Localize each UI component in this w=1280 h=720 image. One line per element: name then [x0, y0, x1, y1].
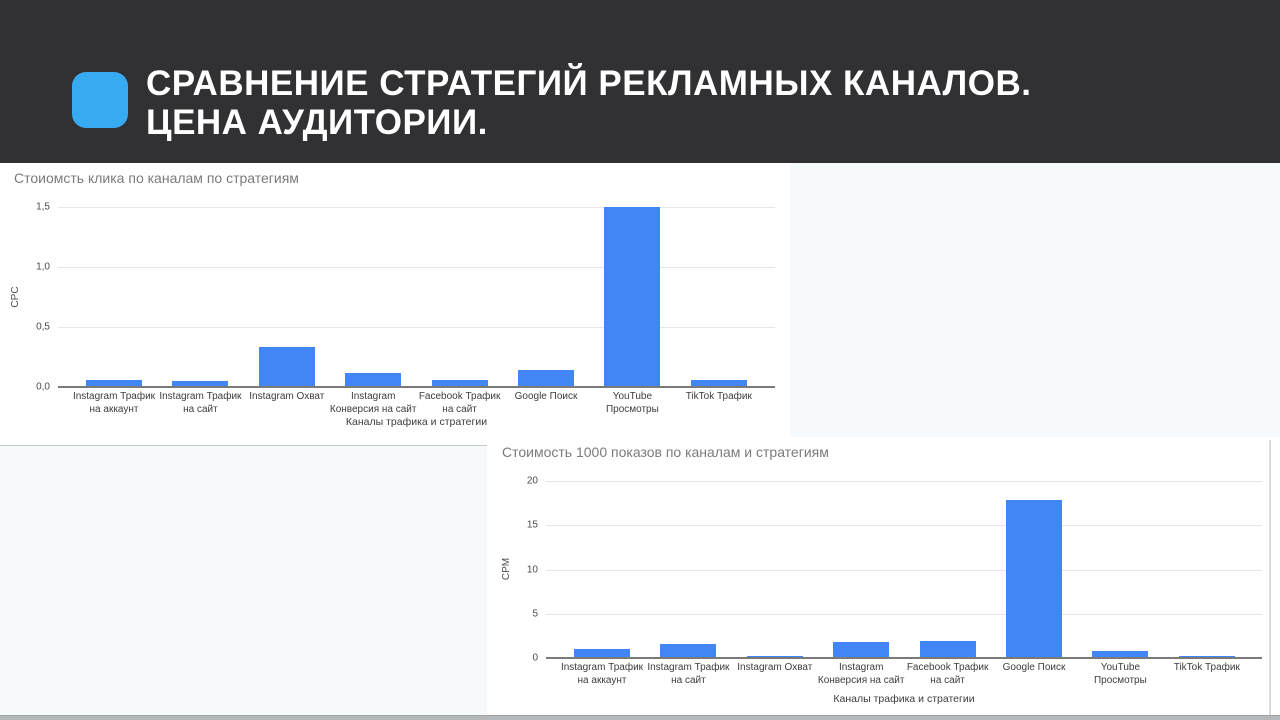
- x-category-label: Instagram Конверсия на сайт: [817, 662, 905, 686]
- y-tick-label: 0: [532, 652, 538, 664]
- bar: [258, 347, 315, 387]
- y-tick-label: 20: [526, 475, 538, 487]
- gridline: [546, 525, 1262, 527]
- bottom-edge-strip: [0, 715, 1280, 720]
- bar: [345, 372, 402, 387]
- x-category-label: TikTok Трафик: [685, 391, 752, 402]
- gridline: [58, 327, 775, 328]
- slide-title-line2: ЦЕНА АУДИТОРИИ.: [146, 103, 488, 142]
- axis-baseline: [58, 386, 775, 388]
- x-category-label: Instagram Охват: [249, 391, 325, 402]
- bar: [518, 370, 574, 387]
- vertical-divider-line: [1269, 440, 1271, 715]
- y-tick-label: 15: [526, 519, 538, 531]
- x-category-label: YouTube Просмотры: [605, 391, 659, 415]
- x-category-label: YouTube Просмотры: [1093, 662, 1147, 686]
- gridline: [546, 613, 1262, 615]
- axis-baseline: [546, 657, 1262, 659]
- x-category-label: Google Поиск: [514, 391, 578, 402]
- bar: [690, 379, 747, 387]
- slide-title: СРАВНЕНИЕ СТРАТЕГИЙ РЕКЛАМНЫХ КАНАЛОВ. Ц…: [146, 64, 1236, 142]
- bar: [86, 379, 142, 387]
- x-category-label: Google Поиск: [1002, 662, 1066, 673]
- bar: [1006, 500, 1062, 658]
- x-axis-title: Каналы трафика и стратегии: [833, 693, 975, 705]
- bar: [431, 379, 488, 387]
- x-category-label: Instagram Трафик на сайт: [647, 662, 730, 686]
- gridline: [58, 207, 775, 208]
- y-tick-label: 10: [526, 564, 538, 575]
- bar: [604, 207, 661, 387]
- chart-title: Стоиомсть клика по каналам по стратегиям: [14, 170, 299, 186]
- y-tick-label: 1,0: [36, 261, 50, 273]
- y-tick-label: 0,0: [36, 381, 50, 393]
- background-region-bottom-left: [0, 445, 487, 716]
- bar: [172, 381, 229, 387]
- y-tick-label: 0,5: [36, 321, 50, 333]
- bar: [1092, 650, 1149, 658]
- background-region-right: [790, 163, 1280, 438]
- bar: [833, 642, 890, 658]
- x-category-label: Instagram Трафик на аккаунт: [560, 662, 644, 686]
- y-tick-label: 1,5: [36, 201, 50, 213]
- gridline: [546, 569, 1262, 571]
- bar: [1178, 655, 1235, 658]
- bar: [919, 641, 976, 658]
- x-category-label: Instagram Охват: [737, 662, 813, 673]
- slide-title-line1: СРАВНЕНИЕ СТРАТЕГИЙ РЕКЛАМНЫХ КАНАЛОВ.: [146, 64, 1032, 103]
- x-category-label: Instagram Трафик на сайт: [159, 391, 242, 415]
- chart-title: Стоимость 1000 показов по каналам и стра…: [502, 444, 829, 460]
- cpm-bar-chart: Стоимость 1000 показов по каналам и стра…: [487, 437, 1280, 715]
- gridline: [546, 481, 1262, 482]
- x-category-label: Facebook Трафик на сайт: [418, 391, 501, 415]
- x-category-label: TikTok Трафик: [1173, 662, 1240, 673]
- slide-header: СРАВНЕНИЕ СТРАТЕГИЙ РЕКЛАМНЫХ КАНАЛОВ. Ц…: [0, 0, 1280, 163]
- gridline: [58, 267, 775, 268]
- x-category-label: Instagram Трафик на аккаунт: [72, 391, 156, 415]
- bar: [574, 649, 630, 658]
- bar: [660, 643, 717, 658]
- y-tick-label: 5: [532, 608, 538, 620]
- x-category-label: Facebook Трафик на сайт: [906, 662, 989, 686]
- accent-square-icon: [72, 72, 128, 128]
- cpc-bar-chart: Стоиомсть клика по каналам по стратегиям…: [0, 163, 790, 445]
- x-category-label: Instagram Конверсия на сайт: [329, 391, 417, 415]
- x-axis-title: Каналы трафика и стратегии: [345, 416, 488, 428]
